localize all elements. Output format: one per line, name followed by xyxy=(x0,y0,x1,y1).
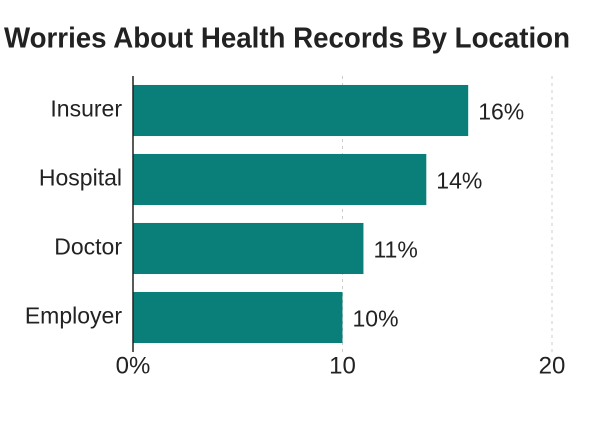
y-tick-label: Doctor xyxy=(54,234,122,260)
value-label: 11% xyxy=(373,237,417,263)
x-tick-label: 10 xyxy=(329,352,356,379)
x-tick-label: 20 xyxy=(539,352,566,379)
value-label: 14% xyxy=(436,168,482,194)
bar xyxy=(133,84,469,137)
chart-title: Worries About Health Records By Location xyxy=(4,23,570,55)
value-label: 16% xyxy=(478,99,524,125)
y-tick-label: Insurer xyxy=(50,96,122,122)
bar xyxy=(133,222,364,275)
bars: Insurer 16% Hospital 14% Doctor 11% Employer 10… xyxy=(25,84,524,344)
bar xyxy=(133,153,427,206)
y-tick-label: Hospital xyxy=(39,165,122,191)
grid: 0% 10 20 xyxy=(116,76,566,379)
value-label: 10% xyxy=(353,306,399,332)
y-tick-label: Employer xyxy=(25,303,122,329)
bar xyxy=(133,291,343,344)
x-tick-label: 0% xyxy=(116,352,151,379)
